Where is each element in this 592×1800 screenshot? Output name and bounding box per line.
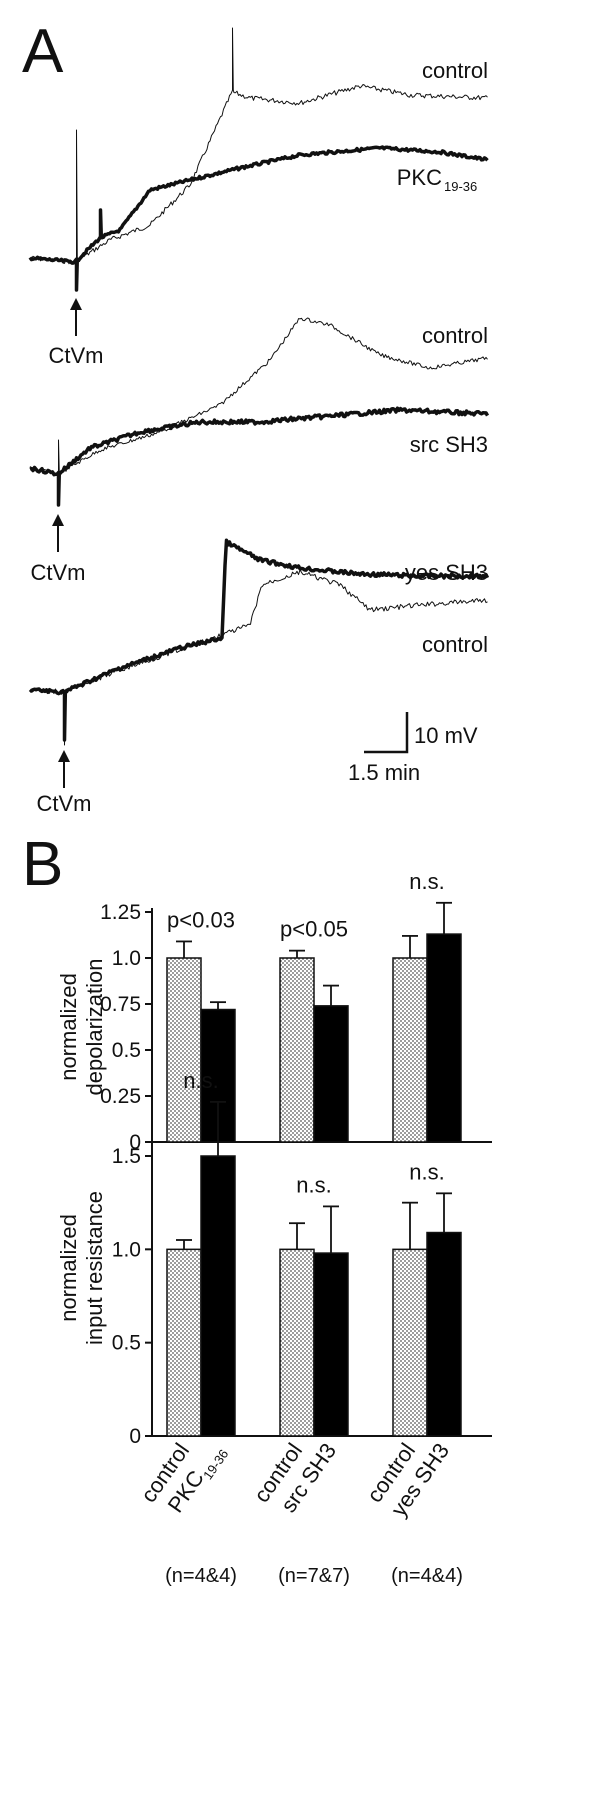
trace2-label-control: control	[422, 323, 488, 348]
trace2-control	[29, 317, 488, 476]
y-tick-label: 1.0	[112, 1238, 141, 1261]
bar-control	[392, 1248, 428, 1437]
y-tick-label: 0.25	[100, 1085, 141, 1108]
significance-label: n.s.	[409, 1159, 444, 1184]
group-n-label: (n=4&4)	[391, 1565, 463, 1587]
bar-control	[392, 957, 428, 1143]
y-axis-label: normalizeddepolarization	[56, 959, 107, 1096]
ctvm-marker-3: CtVm	[37, 750, 92, 816]
significance-label: p<0.03	[167, 907, 235, 932]
bar-control	[166, 1248, 202, 1437]
bar-control	[279, 1248, 315, 1437]
panel-a-letter: A	[22, 17, 64, 86]
trace3-label-control: control	[422, 632, 488, 657]
y-tick-label: 0.5	[112, 1039, 141, 1062]
scale-bar-voltage: 10 mV	[414, 723, 478, 748]
group-n-label: (n=7&7)	[278, 1565, 350, 1587]
bar-treatment	[313, 1252, 349, 1437]
y-tick-label: 1.0	[112, 947, 141, 970]
ctvm-marker-2: CtVm	[31, 514, 86, 585]
y-axis-label-line: normalized	[56, 1214, 81, 1322]
y-tick-label: 1.5	[112, 1145, 141, 1168]
bar-treatment	[200, 1155, 236, 1437]
y-axis-label-line: input resistance	[82, 1191, 107, 1345]
ctvm-marker-1: CtVm	[49, 298, 104, 368]
y-tick-label: 1.25	[100, 901, 141, 924]
panel-b-letter: B	[22, 830, 63, 899]
trace1-label-control: control	[422, 58, 488, 83]
y-axis-label-line: depolarization	[82, 959, 107, 1096]
bar-treatment	[313, 1005, 349, 1143]
group-n-label: (n=4&4)	[165, 1565, 237, 1587]
y-tick-label: 0	[129, 1131, 141, 1154]
depolarization-chart: 0 0.25 0.5 0.75 1.0 1.25 normalizeddepolarizat…	[56, 869, 492, 1154]
trace1-label-pkc: PKC	[397, 165, 442, 190]
bar-treatment	[426, 933, 462, 1143]
x-label-treatment-subscript: 19-36	[200, 1447, 231, 1483]
scale-bar-time: 1.5 min	[348, 760, 420, 785]
significance-label: n.s.	[296, 1172, 331, 1197]
trace3-yes	[28, 538, 490, 742]
significance-label: n.s.	[409, 869, 444, 894]
y-axis-label-line: normalized	[56, 973, 81, 1081]
bar-control	[279, 957, 315, 1143]
y-tick-label: 0.5	[112, 1332, 141, 1355]
bar-treatment	[426, 1231, 462, 1437]
trace2-src	[29, 406, 490, 507]
bar-control	[166, 957, 202, 1143]
ctvm-label-3: CtVm	[37, 791, 92, 816]
trace3-control	[29, 569, 488, 746]
ctvm-label-2: CtVm	[31, 560, 86, 585]
trace2-label-src: src SH3	[410, 432, 488, 457]
trace1-control	[29, 27, 488, 265]
y-axis-label: normalizedinput resistance	[56, 1191, 107, 1345]
ctvm-label-1: CtVm	[49, 343, 104, 368]
significance-label: n.s.	[183, 1068, 218, 1093]
trace1-pkc	[28, 145, 489, 292]
voltage-traces	[28, 27, 490, 746]
scale-bar: 10 mV 1.5 min	[348, 712, 478, 785]
trace3-label-yes: yes SH3	[405, 560, 488, 585]
trace1-label-pkc-subscript: 19-36	[444, 179, 477, 194]
y-tick-label: 0.75	[100, 993, 141, 1016]
y-tick-label: 0	[129, 1425, 141, 1448]
significance-label: p<0.05	[280, 917, 348, 942]
